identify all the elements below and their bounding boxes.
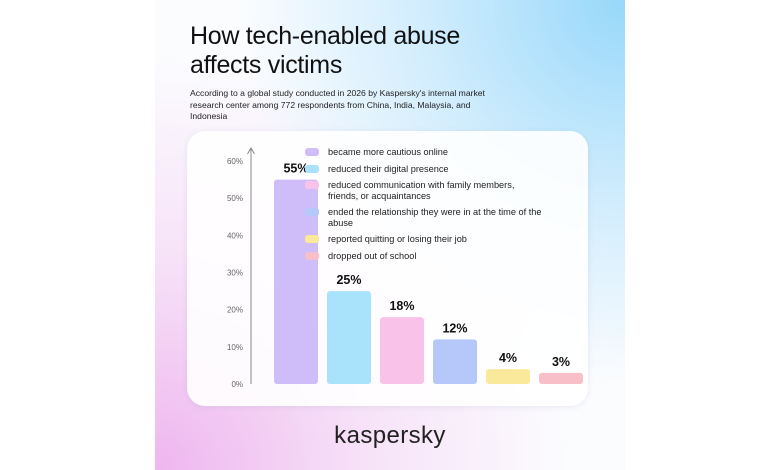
y-tick-label: 20% [227, 306, 243, 315]
bars-group [274, 179, 583, 384]
data-label-5: 4% [499, 351, 517, 365]
data-label-1: 55% [283, 162, 308, 176]
bar-chart: 0% 10% 20% 30% 40% 50% 60% 55% 25% 18% 12% 4% 3% [227, 147, 583, 389]
bar-6 [539, 372, 583, 384]
y-axis: 0% 10% 20% 30% 40% 50% 60% [227, 147, 255, 389]
legend-label: reduced their digital presence [328, 163, 449, 174]
y-tick-label: 60% [227, 157, 243, 166]
page-subtitle: According to a global study conducted in… [190, 88, 485, 121]
data-label-6: 3% [552, 355, 570, 369]
legend-item: reduced communication with family member… [305, 180, 545, 201]
data-label-4: 12% [442, 321, 467, 335]
y-axis-arrow [247, 147, 255, 155]
legend-label: ended the relationship they were in at t… [328, 207, 542, 228]
y-tick-label: 30% [227, 269, 243, 278]
legend-swatch [305, 235, 319, 243]
legend-item: dropped out of school [305, 251, 545, 262]
legend-swatch [305, 164, 319, 173]
legend-label: reported quitting or losing their job [328, 234, 467, 244]
legend-item: became more cautious online [305, 147, 545, 158]
bar-2 [327, 291, 371, 384]
chart-legend: became more cautious online reduced their… [305, 147, 545, 267]
y-tick-label: 50% [227, 194, 243, 203]
bar-1 [274, 179, 318, 384]
legend-item: reported quitting or losing their job [305, 234, 545, 245]
page-title: How tech-enabled abuse affects victims [190, 22, 460, 79]
y-tick-label: 0% [231, 380, 243, 389]
infographic-poster: How tech-enabled abuse affects victims A… [155, 0, 625, 470]
legend-item: ended the relationship they were in at t… [305, 207, 545, 228]
y-tick-label: 40% [227, 231, 243, 240]
y-tick-label: 10% [227, 343, 243, 352]
brand-logo: kaspersky [334, 422, 446, 449]
data-labels-group: 55% 25% 18% 12% 4% 3% [283, 162, 570, 369]
legend-swatch [305, 251, 319, 260]
bar-3 [380, 317, 424, 384]
chart-card: 0% 10% 20% 30% 40% 50% 60% 55% 25% 18% 12% 4% 3% [187, 131, 588, 406]
legend-label: became more cautious online [328, 147, 449, 157]
legend-swatch [305, 181, 319, 189]
legend-swatch [305, 208, 319, 216]
legend-label: reduced communication with family member… [328, 180, 515, 201]
legend-item: reduced their digital presence [305, 164, 545, 175]
legend-label: dropped out of school [328, 250, 417, 261]
bar-4 [433, 339, 477, 384]
bar-5 [486, 369, 530, 384]
legend-swatch [305, 148, 319, 156]
data-label-2: 25% [336, 273, 361, 287]
data-label-3: 18% [389, 299, 414, 313]
